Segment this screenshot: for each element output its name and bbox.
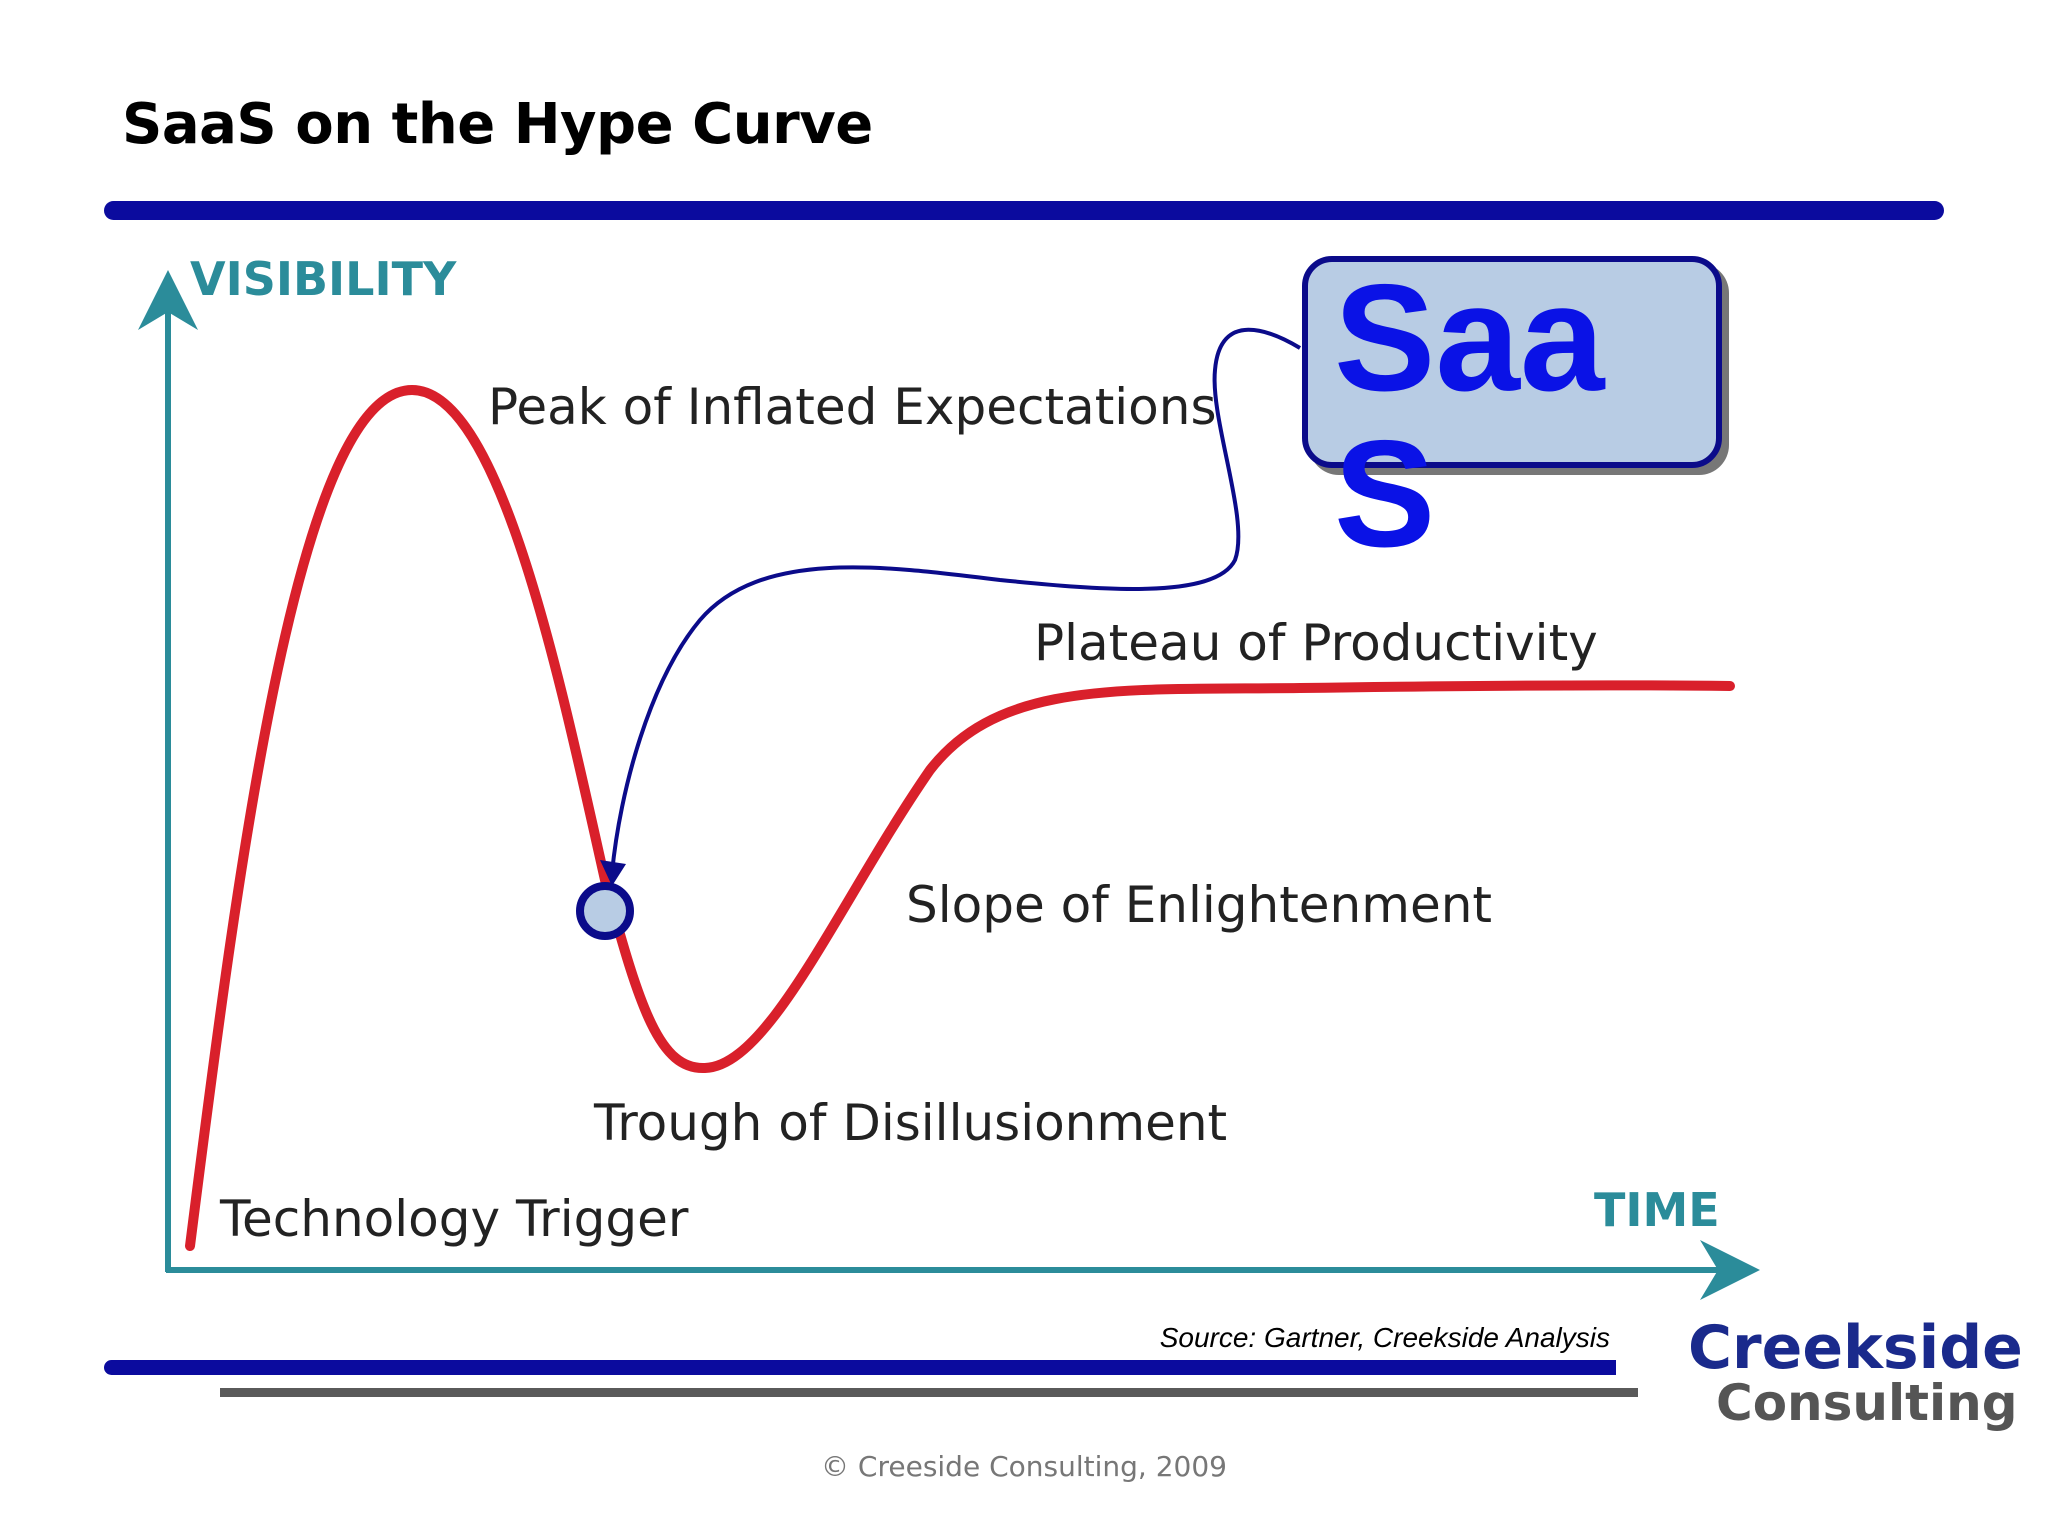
logo-line1: Creekside — [1688, 1313, 2023, 1383]
saas-callout-box — [1302, 256, 1722, 468]
stage-label-trigger: Technology Trigger — [219, 1190, 689, 1248]
creekside-logo: Creekside Consulting — [1688, 1318, 2023, 1428]
x-axis-label: TIME — [1594, 1183, 1720, 1237]
saas-position-marker — [576, 882, 634, 940]
hype-curve — [185, 384, 1735, 1251]
stage-label-trough: Trough of Disillusionment — [593, 1094, 1227, 1152]
copyright-footer: © Creeside Consulting, 2009 — [821, 1450, 1227, 1483]
stage-label-peak: Peak of Inflated Expectations — [488, 378, 1217, 436]
saas-callout-text: SaaS — [1334, 253, 1605, 579]
bottom-divider-gray — [220, 1388, 1638, 1397]
y-axis-label: VISIBILITY — [190, 252, 457, 306]
source-note: Source: Gartner, Creekside Analysis — [1159, 1322, 1610, 1353]
slide-title: SaaS on the Hype Curve — [122, 92, 873, 157]
connector-arrowhead — [600, 860, 626, 886]
callout-connector — [610, 327, 1302, 874]
stage-label-slope: Slope of Enlightenment — [906, 876, 1492, 934]
bottom-divider-blue — [104, 1360, 1616, 1375]
logo-line2: Consulting — [1716, 1374, 2018, 1432]
stage-label-plateau: Plateau of Productivity — [1034, 614, 1598, 672]
top-divider — [104, 201, 1944, 220]
